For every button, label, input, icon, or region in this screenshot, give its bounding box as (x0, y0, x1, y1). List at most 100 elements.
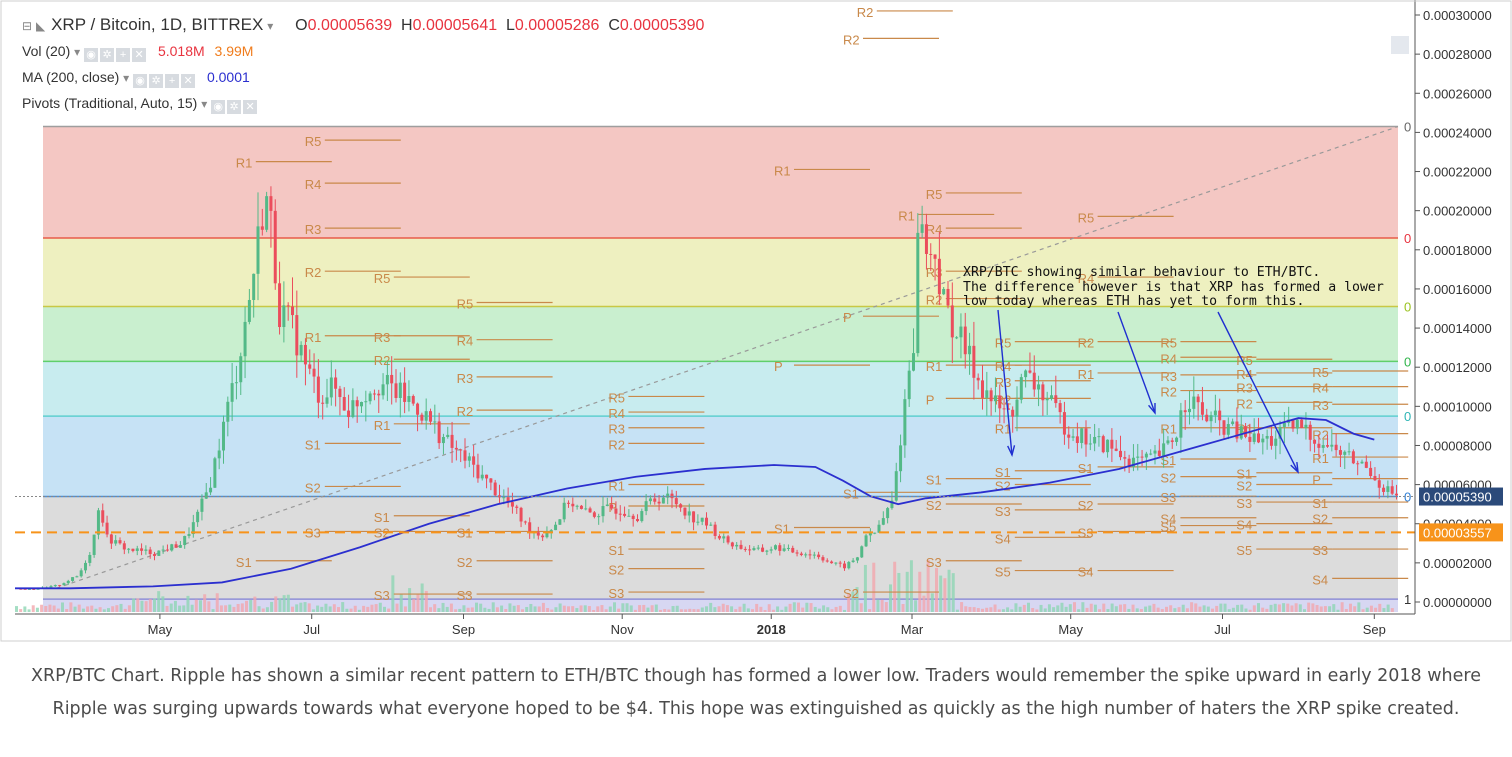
volume-bar (470, 607, 474, 612)
volume-bar (1282, 603, 1286, 612)
pivot-label: S2 (1160, 471, 1176, 486)
pivot-label: R3 (457, 371, 474, 386)
volume-bar (964, 606, 968, 612)
volume-bar (35, 607, 39, 612)
gear-icon[interactable]: ✲ (227, 100, 242, 114)
pivot-label: R4 (608, 406, 625, 421)
candle (174, 544, 178, 548)
pivot-label: R5 (926, 187, 943, 202)
pivot-label: S2 (374, 525, 390, 540)
pivot-label: R5 (374, 271, 391, 286)
volume-bar (1365, 607, 1369, 612)
candle (817, 554, 821, 558)
volume-bar (479, 603, 483, 612)
close-icon[interactable]: ✕ (243, 100, 258, 114)
candle (58, 585, 62, 587)
pivot-label: S3 (1312, 543, 1328, 558)
candle (303, 344, 307, 365)
ma-value: 0.0001 (206, 69, 250, 85)
candle (122, 543, 126, 550)
volume-bar (638, 605, 642, 612)
volume-bar (1081, 602, 1085, 612)
candle (804, 554, 808, 556)
price-tick-label: 0.00010000 (1423, 399, 1492, 414)
candle (62, 583, 66, 586)
close-icon[interactable]: ✕ (181, 74, 196, 88)
volume-bar (1165, 606, 1168, 612)
symbol-title[interactable]: XRP / Bitcoin, 1D, BITTREX (51, 15, 264, 34)
volume-bar (713, 607, 717, 612)
candle (799, 553, 803, 556)
candle (1101, 436, 1105, 453)
volume-label[interactable]: Vol (20) (22, 43, 71, 59)
candle (1386, 486, 1390, 492)
volume-ma-value: 3.99M (214, 43, 254, 59)
chevron-down-icon[interactable]: ▾ (123, 71, 130, 85)
flag-icon[interactable]: ◣ (35, 19, 46, 33)
chevron-down-icon[interactable]: ▾ (74, 45, 81, 59)
gear-icon[interactable]: ✲ (149, 74, 164, 88)
volume-bar (926, 559, 930, 612)
eye-icon[interactable]: ◉ (211, 100, 226, 114)
chart-area[interactable]: 0000001R1R5R4R3R2R1S1S2S3S1R5R3R2R1S1S2S… (0, 0, 1512, 642)
candle (342, 397, 346, 411)
candle (1248, 436, 1252, 442)
chevron-down-icon[interactable]: ▾ (201, 97, 208, 111)
volume-bar (1077, 609, 1081, 612)
candle (886, 508, 890, 519)
volume-bar (817, 608, 821, 612)
volume-bar (61, 602, 64, 612)
volume-bar (537, 606, 541, 612)
pivot-label: R2 (1160, 385, 1177, 400)
plus-icon[interactable]: + (116, 48, 131, 62)
time-tick-label: Mar (901, 622, 924, 637)
volume-bar (500, 605, 504, 612)
volume-bar (688, 608, 692, 612)
pivot-label: R1 (608, 478, 625, 493)
volume-bar (922, 595, 926, 612)
eye-icon[interactable]: ◉ (133, 74, 148, 88)
volume-bar (1027, 602, 1030, 612)
chart-annotation[interactable]: XRP/BTC showing similar behaviour to ETH… (963, 265, 1384, 309)
ma-label[interactable]: MA (200, close) (22, 69, 120, 85)
candle (998, 395, 1002, 409)
time-tick-label: Jul (303, 622, 320, 637)
candle (709, 524, 713, 526)
volume-bar (123, 608, 127, 612)
pivot-label: R4 (1078, 271, 1095, 286)
candle (924, 224, 928, 254)
pivot-label: R4 (1236, 367, 1253, 382)
pivot-label: S2 (995, 478, 1011, 493)
candle (157, 550, 161, 556)
volume-bar (495, 607, 499, 612)
candle (230, 383, 234, 402)
pivot-label: R1 (374, 418, 391, 433)
volume-bar (1378, 603, 1382, 612)
price-chart[interactable]: 0000001R1R5R4R3R2R1S1S2S3S1R5R3R2R1S1S2S… (0, 0, 1512, 642)
legend-ma-row: MA (200, close) ▾ ◉ ✲ + ✕ 0.0001 (22, 69, 250, 88)
volume-bar (993, 604, 997, 612)
volume-bar (1265, 608, 1269, 612)
pivots-label[interactable]: Pivots (Traditional, Auto, 15) (22, 95, 198, 111)
volume-bar (1177, 607, 1181, 612)
candle (636, 519, 639, 522)
plus-icon[interactable]: + (165, 74, 180, 88)
gear-icon[interactable]: ✲ (100, 48, 115, 62)
price-tick-label: 0.00024000 (1423, 125, 1492, 140)
chevron-down-icon[interactable]: ▾ (267, 19, 274, 33)
candle (411, 396, 415, 404)
candle (963, 326, 967, 355)
candle (519, 507, 523, 522)
candle (981, 380, 984, 398)
candle (226, 401, 230, 422)
candle (778, 545, 782, 551)
volume-bar (604, 609, 608, 612)
close-icon[interactable]: ✕ (132, 48, 147, 62)
eye-icon[interactable]: ◉ (84, 48, 99, 62)
pivot-label: P (1312, 473, 1321, 488)
volume-bar (429, 607, 432, 612)
volume-bar (119, 603, 123, 612)
collapse-icon[interactable]: ⊟ (22, 19, 33, 33)
candle (308, 364, 312, 369)
volume-bar (1114, 606, 1118, 612)
